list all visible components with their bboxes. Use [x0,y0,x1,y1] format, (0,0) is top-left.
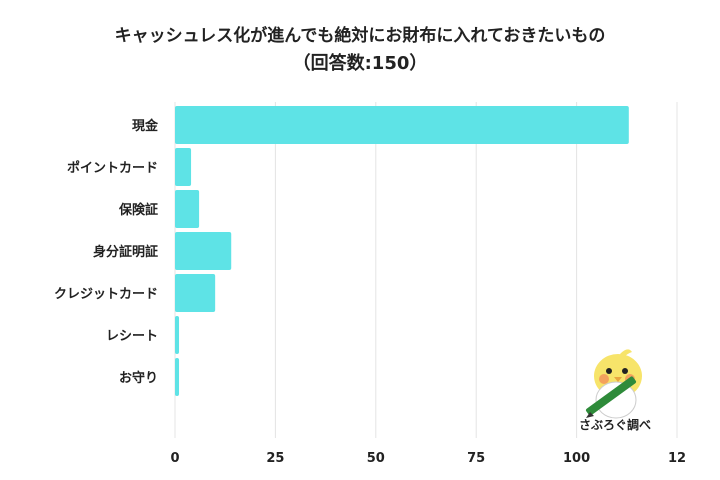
bird-with-pencil-icon [585,349,642,419]
category-label: お守り [119,370,158,386]
x-tick-label: 75 [467,451,485,466]
bar [175,190,200,228]
category-label: クレジットカード [54,287,158,302]
x-tick-label: 50 [367,451,385,466]
x-tick-label: 12 [668,451,686,466]
bar [175,232,232,270]
bar [175,148,192,186]
bar [175,274,216,312]
x-tick-label: 0 [170,451,179,466]
bar [175,316,180,354]
category-label: 現金 [132,118,159,134]
category-label: ポイントカード [67,160,158,176]
bar [175,358,180,396]
watermark-text: さぶろぐ調べ [578,418,651,432]
chart-subtitle: （回答数:150） [292,53,428,74]
chart-title: キャッシュレス化が進んでも絶対にお財布に入れておきたいもの [114,26,606,46]
x-tick-label: 100 [563,451,590,466]
bar [175,106,629,144]
category-label: 保険証 [118,202,158,218]
x-tick-label: 25 [266,451,284,466]
category-label: 身分証明証 [93,244,158,260]
category-label: レシート [106,329,158,344]
